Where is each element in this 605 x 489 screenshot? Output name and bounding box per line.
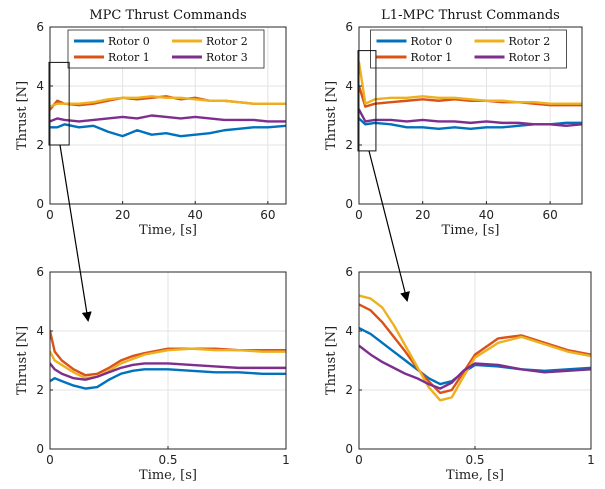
legend-label-rotor-2: Rotor 2 xyxy=(206,35,248,48)
series-line-rotor-3 xyxy=(359,344,591,390)
x-tick-label: 60 xyxy=(543,208,558,222)
y-tick-label: 0 xyxy=(345,442,353,456)
y-axis-label: Thrust [N] xyxy=(324,326,339,395)
y-axis-label: Thrust [N] xyxy=(15,326,30,395)
axes-frame xyxy=(49,26,287,205)
chart-panel-l1mpc-zoom: 0 0.5 1 0 2 4 6 Time, [s] Thrust [N] xyxy=(324,265,595,483)
legend: Rotor 0 Rotor 1 Rotor 2 Rotor 3 xyxy=(370,29,567,69)
series-lines xyxy=(50,329,286,390)
series-line-rotor-3 xyxy=(359,108,582,128)
x-axis-label: Time, [s] xyxy=(442,223,500,238)
legend-label-rotor-0: Rotor 0 xyxy=(411,35,453,48)
y-tick-label: 0 xyxy=(36,197,44,211)
y-tick-label: 4 xyxy=(36,79,44,93)
x-tick-label: 0.5 xyxy=(158,453,177,467)
y-tick-label: 4 xyxy=(36,324,44,338)
y-tick-label: 2 xyxy=(345,138,353,152)
series-lines xyxy=(359,294,591,402)
y-tick-label: 2 xyxy=(345,383,353,397)
zoom-region-box xyxy=(357,50,377,152)
x-tick-label: 0 xyxy=(46,453,54,467)
chart-panel-l1mpc-full: 0 20 40 60 0 2 4 6 Time, [s] Thrust [N] L1-MPC Thr… xyxy=(324,8,583,238)
x-tick-label: 20 xyxy=(115,208,130,222)
x-tick-label: 1 xyxy=(282,453,290,467)
y-axis-label: Thrust [N] xyxy=(324,81,339,150)
series-line-rotor-0 xyxy=(50,368,286,390)
axes-frame xyxy=(358,26,583,205)
legend-label-rotor-3: Rotor 3 xyxy=(206,51,248,64)
legend-box xyxy=(67,29,265,69)
series-line-rotor-3 xyxy=(50,362,286,381)
x-tick-label: 0 xyxy=(355,453,363,467)
legend-label-rotor-3: Rotor 3 xyxy=(509,51,551,64)
legend-label-rotor-0: Rotor 0 xyxy=(108,35,150,48)
x-axis-label: Time, [s] xyxy=(446,468,504,483)
series-line-rotor-1 xyxy=(359,303,591,395)
y-tick-label: 2 xyxy=(36,138,44,152)
series-line-rotor-2 xyxy=(50,95,286,108)
y-tick-label: 0 xyxy=(345,197,353,211)
y-tick-label: 4 xyxy=(345,324,353,338)
chart-title: MPC Thrust Commands xyxy=(89,8,246,23)
chart-panel-mpc-zoom: 0 0.5 1 0 2 4 6 Time, [s] Thrust [N] xyxy=(15,265,290,483)
x-axis-label: Time, [s] xyxy=(139,468,197,483)
zoom-arrow-1 xyxy=(368,150,410,302)
x-tick-label: 40 xyxy=(479,208,494,222)
zoom-arrow-0 xyxy=(59,144,92,322)
series-line-rotor-2 xyxy=(50,347,286,380)
chart-panel-mpc-full: 0 20 40 60 0 2 4 6 Time, [s] Thrust [N] MPC Thrust… xyxy=(15,8,287,238)
zoom-callout-arrows xyxy=(59,144,410,322)
series-line-rotor-2 xyxy=(359,61,582,105)
series-line-rotor-3 xyxy=(50,114,286,123)
series-line-rotor-2 xyxy=(359,294,591,402)
y-tick-label: 6 xyxy=(345,20,353,34)
y-tick-label: 4 xyxy=(345,79,353,93)
x-tick-label: 0 xyxy=(355,208,363,222)
y-tick-label: 6 xyxy=(345,265,353,279)
x-tick-label: 20 xyxy=(415,208,430,222)
chart-title: L1-MPC Thrust Commands xyxy=(381,8,560,23)
legend-label-rotor-2: Rotor 2 xyxy=(509,35,551,48)
y-tick-label: 6 xyxy=(36,265,44,279)
y-axis-label: Thrust [N] xyxy=(15,81,30,150)
legend: Rotor 0 Rotor 1 Rotor 2 Rotor 3 xyxy=(67,29,265,69)
series-line-rotor-0 xyxy=(50,123,286,138)
x-tick-label: 1 xyxy=(587,453,595,467)
y-tick-label: 0 xyxy=(36,442,44,456)
series-lines xyxy=(50,95,286,138)
zoom-region-box xyxy=(48,61,70,146)
x-tick-label: 0.5 xyxy=(465,453,484,467)
legend-box xyxy=(370,29,567,69)
x-axis-label: Time, [s] xyxy=(139,223,197,238)
series-line-rotor-1 xyxy=(359,84,582,108)
series-lines xyxy=(359,61,582,130)
x-tick-label: 0 xyxy=(46,208,54,222)
legend-label-rotor-1: Rotor 1 xyxy=(108,51,150,64)
y-tick-label: 2 xyxy=(36,383,44,397)
y-tick-label: 6 xyxy=(36,20,44,34)
x-tick-label: 40 xyxy=(188,208,203,222)
x-tick-label: 60 xyxy=(260,208,275,222)
legend-label-rotor-1: Rotor 1 xyxy=(411,51,453,64)
